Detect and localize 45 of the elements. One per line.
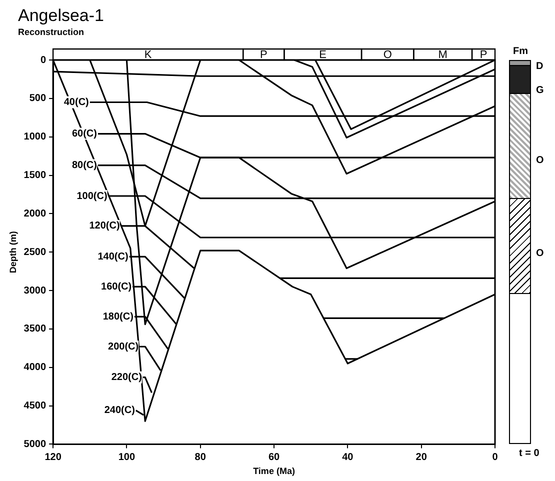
- series-label: 80(C): [72, 160, 97, 172]
- series-label: 220(C): [111, 372, 142, 384]
- annotation: K: [144, 49, 152, 62]
- annotation: E: [319, 49, 327, 62]
- y-tick-label: 2000: [24, 208, 46, 220]
- series-label: 140(C): [98, 251, 128, 262]
- x-tick-label: 100: [118, 452, 136, 463]
- series-label: 40(C): [64, 97, 89, 108]
- text: O: [536, 248, 544, 259]
- annotation: P: [260, 49, 268, 62]
- text: D: [536, 61, 544, 72]
- series-label: 60(C): [72, 128, 97, 140]
- y-tick-label: 4500: [24, 400, 46, 412]
- x-tick-label: 60: [268, 452, 280, 463]
- text: O: [536, 155, 544, 166]
- chart-title: Angelsea-1: [18, 6, 104, 26]
- text: t = 0: [519, 448, 540, 460]
- text: Fm: [513, 46, 528, 57]
- y-tick-label: 1000: [24, 132, 46, 143]
- series-label: 160(C): [101, 281, 132, 292]
- y-tick-label: 1500: [24, 170, 46, 182]
- chart-subtitle: Reconstruction: [18, 27, 84, 37]
- annotation: M: [438, 49, 448, 62]
- y-tick-label: 3000: [24, 285, 46, 296]
- series-label: 100(C): [76, 190, 108, 202]
- x-tick-label: 20: [416, 452, 428, 463]
- series-label: 200(C): [108, 341, 139, 352]
- y-axis-title: Depth (m): [8, 231, 18, 274]
- series-label: 120(C): [89, 220, 120, 232]
- y-tick-label: 5000: [24, 438, 46, 450]
- annotation: O: [383, 49, 392, 62]
- y-tick-label: 4000: [24, 362, 46, 374]
- y-tick-label: 0: [40, 54, 46, 66]
- text: G: [536, 85, 544, 96]
- x-tick-label: 80: [194, 452, 206, 463]
- series-label: 240(C): [104, 405, 135, 416]
- x-tick-label: 120: [44, 452, 62, 463]
- x-axis-title: Time (Ma): [253, 466, 295, 476]
- series-label: 180(C): [102, 311, 134, 322]
- annotation: P: [480, 49, 488, 62]
- x-tick-label: 40: [342, 452, 354, 463]
- y-tick-label: 2500: [24, 246, 46, 258]
- y-tick-label: 3500: [24, 324, 46, 335]
- x-tick-label: 0: [492, 452, 498, 463]
- y-tick-label: 500: [29, 93, 46, 104]
